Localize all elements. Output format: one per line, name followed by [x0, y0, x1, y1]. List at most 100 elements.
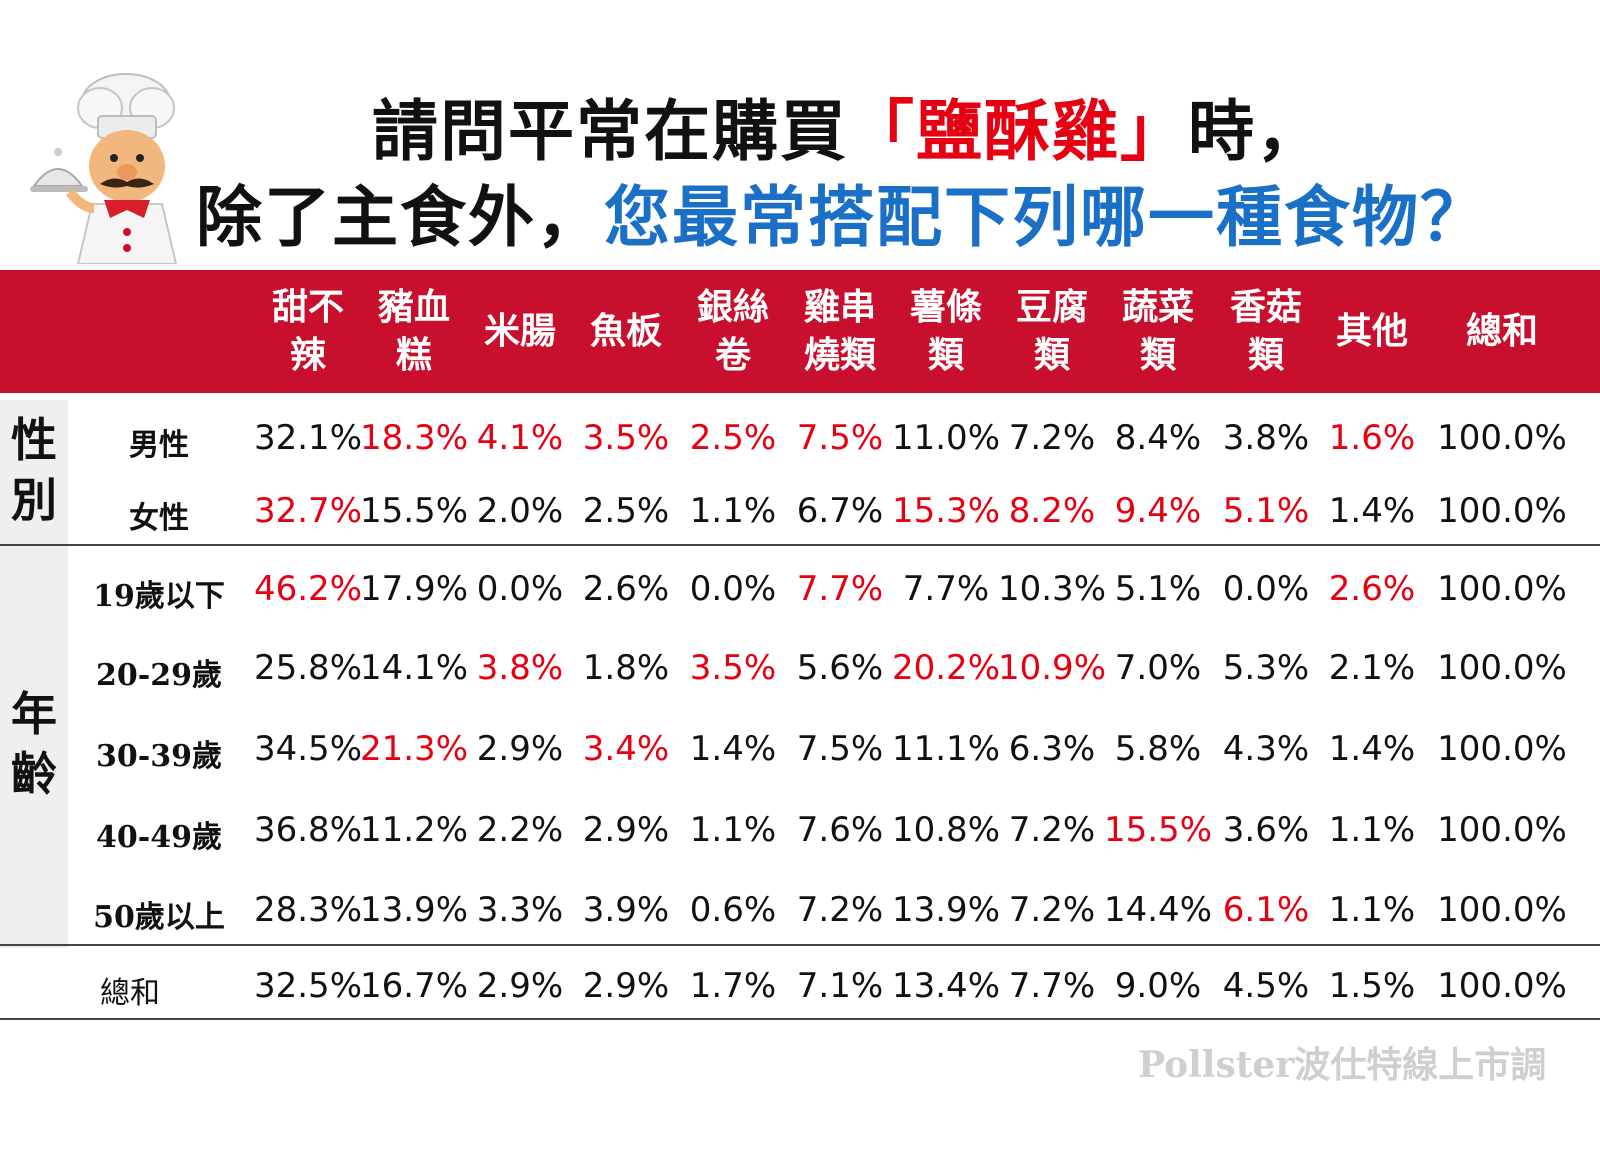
watermark: Pollster波仕特線上市調 [1138, 1044, 1547, 1086]
table-cell: 7.2% [1008, 810, 1096, 850]
row-label: 男性 [129, 428, 189, 463]
row-label: 總和 [100, 976, 160, 1011]
table-cell: 1.1% [1328, 890, 1416, 930]
column-header: 豆腐類 [1015, 286, 1088, 376]
title-text: 除了主食外， [196, 179, 604, 256]
table-cell: 3.3% [476, 890, 564, 930]
table-cell: 16.7% [359, 966, 468, 1006]
column-header: 總和 [1465, 310, 1538, 352]
table-cell: 1.6% [1328, 418, 1416, 458]
table-cell: 11.0% [891, 418, 1000, 458]
chef-cartoon-icon [30, 73, 178, 264]
table-cell: 100.0% [1437, 729, 1567, 769]
table-divider [0, 1018, 1600, 1020]
table-cell: 0.0% [1222, 569, 1310, 609]
table-cell: 25.8% [253, 648, 362, 688]
column-header: 銀絲卷 [696, 286, 769, 376]
table-cell: 7.5% [796, 418, 884, 458]
table-cell: 100.0% [1437, 810, 1567, 850]
table-cell: 2.5% [689, 418, 777, 458]
table-cell: 5.1% [1222, 491, 1310, 531]
column-header: 豬血糕 [377, 286, 450, 376]
table-cell: 4.5% [1222, 966, 1310, 1006]
table-cell: 6.1% [1222, 890, 1310, 930]
title-line-2: 除了主食外，您最常搭配下列哪一種食物？ [196, 178, 1488, 258]
table-cell: 1.5% [1328, 966, 1416, 1006]
table-cell: 34.5% [253, 729, 362, 769]
table-cell: 3.9% [582, 890, 670, 930]
table-cell: 21.3% [359, 729, 468, 769]
table-header: 甜不辣 豬血糕 米腸 魚板 銀絲卷 雞串燒類 薯條類 豆腐類 蔬菜類 香菇類 其他 總和 [0, 270, 1600, 393]
table-cell: 2.9% [582, 966, 670, 1006]
row-label: 40-49歲 [96, 820, 222, 855]
table-cell: 3.8% [1222, 418, 1310, 458]
table-cell: 2.9% [476, 966, 564, 1006]
table-cell: 2.2% [476, 810, 564, 850]
table-cell: 100.0% [1437, 569, 1567, 609]
table-cell: 2.9% [582, 810, 670, 850]
row-label: 20-29歲 [96, 658, 222, 693]
title-highlight: 「鹽酥雞」 [848, 93, 1188, 170]
table-cell: 14.1% [359, 648, 468, 688]
table-cell: 2.1% [1328, 648, 1416, 688]
table-cell: 15.3% [891, 491, 1000, 531]
title-text: 時， [1188, 93, 1324, 170]
table-cell: 9.0% [1114, 966, 1202, 1006]
table-divider [0, 544, 1600, 546]
table-cell: 4.3% [1222, 729, 1310, 769]
table-cell: 20.2% [891, 648, 1000, 688]
table-cell: 7.2% [1008, 890, 1096, 930]
table-cell: 1.8% [582, 648, 670, 688]
table-cell: 15.5% [359, 491, 468, 531]
table-cell: 13.9% [891, 890, 1000, 930]
table-cell: 18.3% [359, 418, 468, 458]
table-cell: 2.9% [476, 729, 564, 769]
table-cell: 100.0% [1437, 418, 1567, 458]
table-cell: 15.5% [1103, 810, 1212, 850]
column-header: 薯條類 [909, 286, 982, 376]
table-cell: 5.8% [1114, 729, 1202, 769]
table-cell: 13.4% [891, 966, 1000, 1006]
table-cell: 2.0% [476, 491, 564, 531]
title-text: 請問平常在購買 [372, 93, 848, 170]
table-cell: 13.9% [359, 890, 468, 930]
title-area: 請問平常在購買「鹽酥雞」時， 除了主食外，您最常搭配下列哪一種食物？ [0, 0, 1600, 278]
table-cell: 36.8% [253, 810, 362, 850]
table-cell: 1.1% [689, 491, 777, 531]
table-cell: 1.7% [689, 966, 777, 1006]
row-label: 50歲以上 [93, 900, 225, 935]
table-cell: 7.0% [1114, 648, 1202, 688]
row-label: 女性 [129, 501, 189, 536]
table-cell: 3.5% [689, 648, 777, 688]
table-cell: 6.3% [1008, 729, 1096, 769]
table-cell: 1.1% [1328, 810, 1416, 850]
title-line-1: 請問平常在購買「鹽酥雞」時， [372, 92, 1324, 172]
table-cell: 100.0% [1437, 648, 1567, 688]
table-cell: 8.2% [1008, 491, 1096, 531]
table-cell: 0.0% [689, 569, 777, 609]
table-cell: 46.2% [253, 569, 362, 609]
table-cell: 0.6% [689, 890, 777, 930]
table-cell: 32.5% [253, 966, 362, 1006]
table-cell: 14.4% [1103, 890, 1212, 930]
column-header: 雞串燒類 [803, 286, 876, 376]
table-cell: 0.0% [476, 569, 564, 609]
table-cell: 3.4% [582, 729, 670, 769]
column-header: 米腸 [483, 310, 556, 352]
row-group-label: 年齡 [11, 687, 57, 801]
table-cell: 32.7% [253, 491, 362, 531]
column-header: 其他 [1335, 310, 1408, 352]
table-cell: 4.1% [476, 418, 564, 458]
table-cell: 7.5% [796, 729, 884, 769]
table-cell: 10.3% [997, 569, 1106, 609]
table-cell: 17.9% [359, 569, 468, 609]
table-cell: 1.1% [689, 810, 777, 850]
table-cell: 1.4% [689, 729, 777, 769]
table-cell: 32.1% [253, 418, 362, 458]
table-cell: 7.7% [1008, 966, 1096, 1006]
table-cell: 7.7% [796, 569, 884, 609]
table-cell: 11.1% [891, 729, 1000, 769]
table-cell: 100.0% [1437, 966, 1567, 1006]
table-cell: 7.7% [902, 569, 990, 609]
table-divider [0, 944, 1600, 946]
